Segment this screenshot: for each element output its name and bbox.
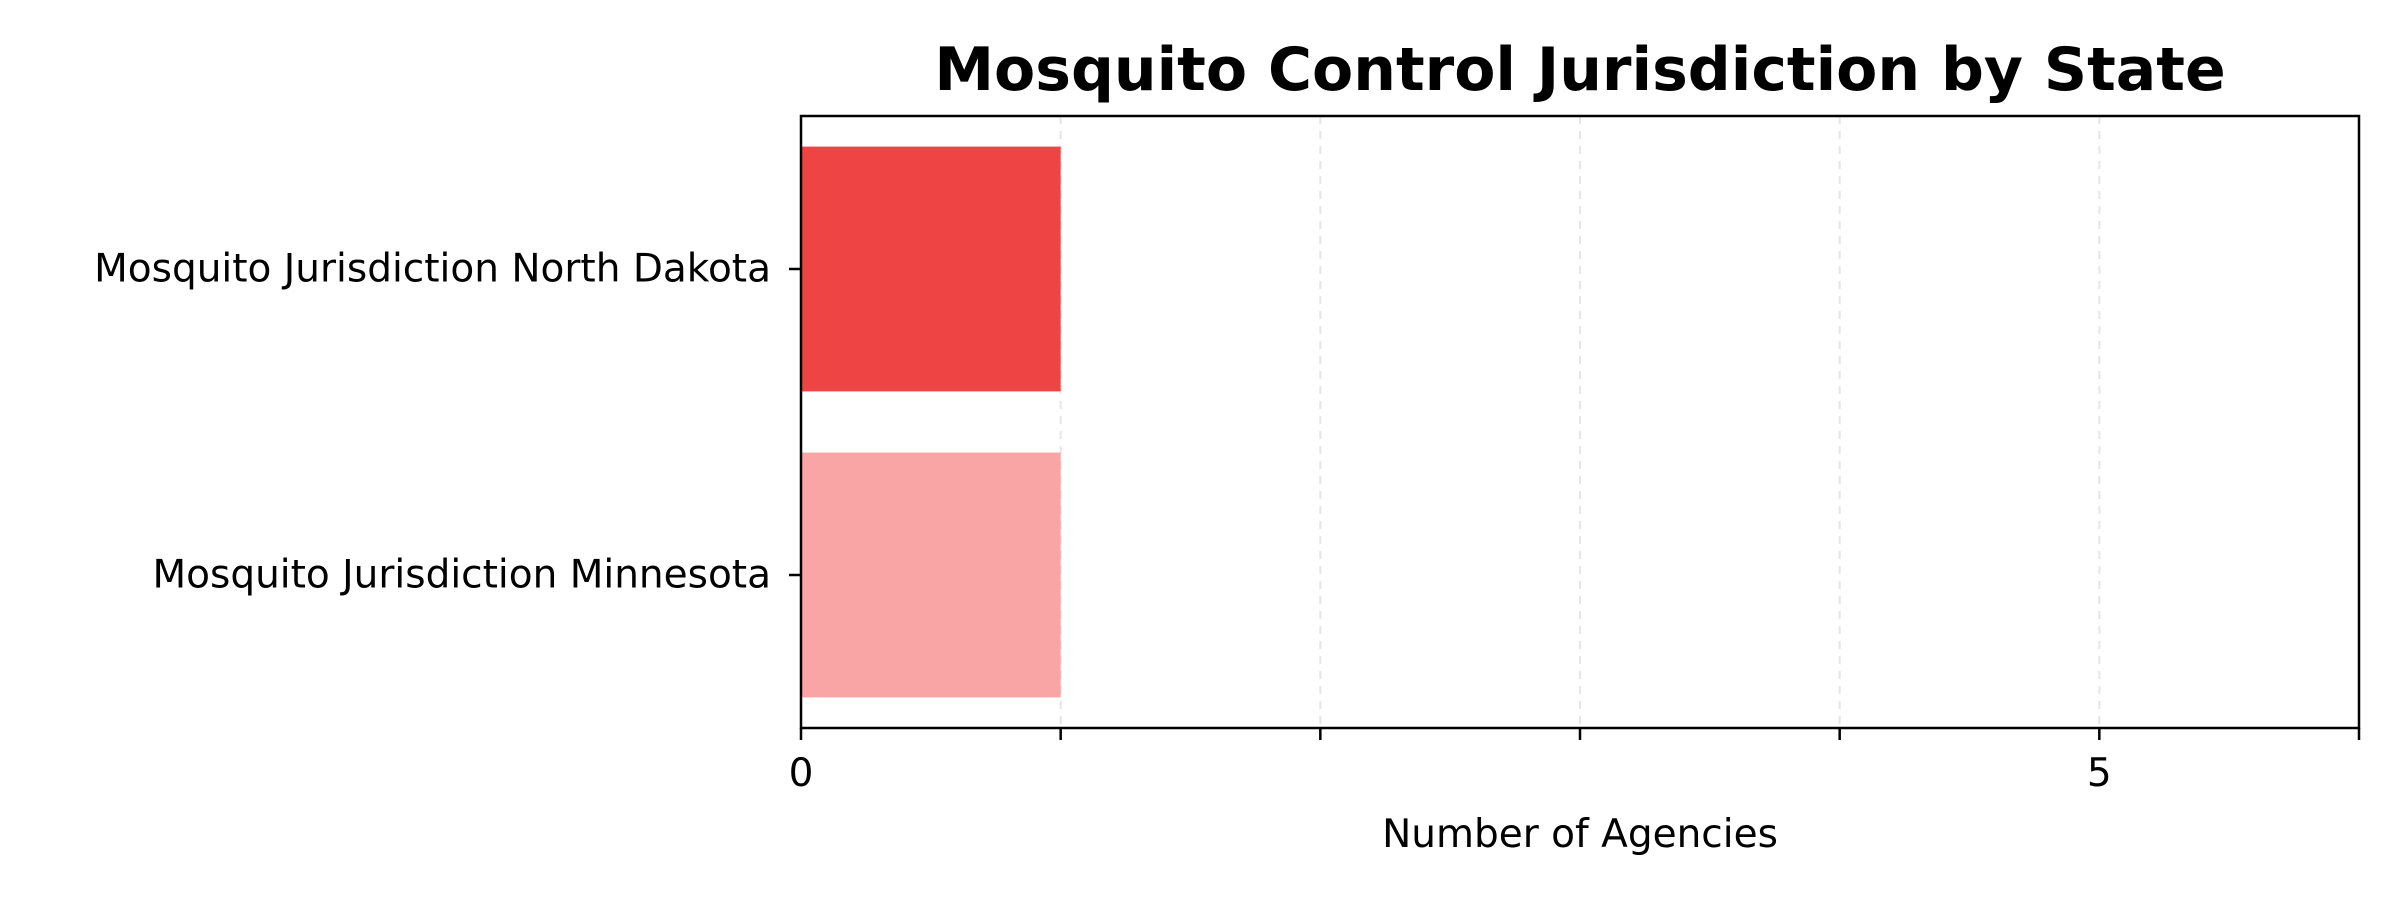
y-axis: Mosquito Jurisdiction North Dakota Mosqui…: [94, 247, 801, 598]
bars: [801, 146, 1061, 698]
y-tick-label: Mosquito Jurisdiction North Dakota: [94, 247, 771, 292]
x-tick-label: 0: [789, 751, 814, 796]
x-tick-label: 5: [2087, 751, 2112, 796]
bar: [801, 146, 1061, 392]
x-axis-label: Number of Agencies: [1382, 812, 1778, 857]
bar: [801, 452, 1061, 698]
y-tick-label: Mosquito Jurisdiction Minnesota: [152, 553, 771, 598]
chart-title: Mosquito Control Jurisdiction by State: [934, 35, 2225, 105]
gridlines: [1059, 116, 2101, 728]
